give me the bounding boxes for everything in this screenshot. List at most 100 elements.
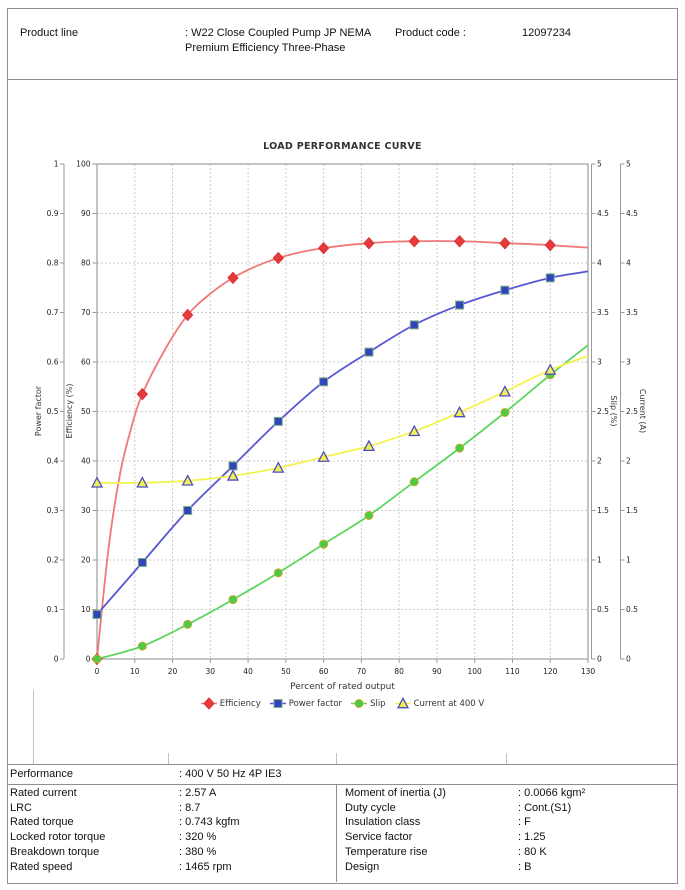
svg-text:80: 80 (81, 259, 91, 268)
svg-text:20: 20 (168, 667, 178, 676)
spec-label: Moment of inertia (J) (345, 787, 446, 799)
spec-value: : 0.743 kgfm (179, 816, 240, 829)
spec-label: LRC (10, 801, 33, 814)
spec-label: Duty cycle (345, 801, 396, 814)
svg-text:0.9: 0.9 (47, 209, 59, 218)
legend-label: Slip (370, 698, 386, 709)
svg-text:100: 100 (76, 160, 91, 169)
legend-item: Efficiency (200, 697, 261, 710)
slip-axis-label: Slip (%) (609, 396, 618, 427)
spec-row: Service factor : 1.25 (345, 830, 675, 845)
spec-row: LRC: 8.7 (10, 801, 335, 816)
header-divider (7, 79, 677, 80)
svg-text:4.5: 4.5 (597, 209, 609, 218)
product-line-value: : W22 Close Coupled Pump JP NEMA Premium… (185, 27, 371, 54)
svg-text:10: 10 (81, 605, 91, 614)
svg-text:0: 0 (54, 655, 59, 664)
triangle-legend-icon (394, 697, 411, 709)
svg-text:5: 5 (626, 160, 631, 169)
power-factor-axis-label: Power factor (34, 385, 43, 436)
svg-text:0.8: 0.8 (47, 259, 59, 268)
svg-text:0: 0 (95, 667, 100, 676)
spec-value: : 380 % (179, 845, 217, 858)
svg-text:3.5: 3.5 (626, 308, 638, 317)
spec-row: Insulation class : F (345, 815, 675, 830)
svg-text:0: 0 (597, 655, 602, 664)
legend-label: Current at 400 V (413, 698, 485, 709)
svg-text:110: 110 (505, 667, 520, 676)
svg-text:60: 60 (81, 358, 91, 367)
svg-text:2.5: 2.5 (626, 407, 638, 416)
spec-row: Rated torque : 0.743 kgfm (10, 815, 335, 830)
spec-columns-divider (336, 785, 337, 882)
performance-label: Performance (10, 768, 73, 780)
spec-row: Duty cycle: Cont.(S1) (345, 801, 675, 816)
svg-text:4: 4 (626, 259, 631, 268)
spacer-cell-divider (168, 753, 169, 764)
svg-text:4.5: 4.5 (626, 209, 638, 218)
spec-label: Insulation class (345, 816, 421, 829)
svg-text:90: 90 (432, 667, 442, 676)
square-legend-icon (269, 699, 286, 708)
svg-text:60: 60 (319, 667, 329, 676)
spec-value: : F (518, 816, 531, 829)
spec-row: Temperature rise : 80 K (345, 845, 675, 860)
legend-item: Slip (351, 697, 386, 710)
load-performance-chart: LOAD PERFORMANCE CURVE Percent of rated … (34, 141, 647, 692)
legend-item: Current at 400 V (394, 697, 485, 710)
performance-value: : 400 V 50 Hz 4P IE3 (179, 768, 282, 780)
svg-text:40: 40 (243, 667, 253, 676)
svg-text:10: 10 (130, 667, 140, 676)
svg-text:0: 0 (626, 655, 631, 664)
spec-row: Locked rotor torque : 320 % (10, 830, 335, 845)
svg-text:100: 100 (468, 667, 483, 676)
svg-text:2: 2 (626, 457, 631, 466)
spec-label: Rated torque (10, 816, 74, 829)
product-code-value: 12097234 (522, 27, 571, 39)
svg-text:120: 120 (543, 667, 558, 676)
svg-text:1: 1 (597, 556, 602, 565)
spacer-cell-divider (506, 753, 507, 764)
svg-text:3: 3 (626, 358, 631, 367)
svg-text:1.5: 1.5 (626, 506, 638, 515)
spec-value: : 1465 rpm (179, 860, 232, 873)
spec-label: Service factor (345, 831, 413, 844)
diamond-legend-icon (200, 697, 217, 710)
spec-row: Breakdown torque: 380 % (10, 845, 335, 860)
spec-label: Temperature rise (345, 845, 428, 858)
svg-text:20: 20 (81, 556, 91, 565)
spec-value: : 320 % (179, 831, 217, 844)
spec-value: : 0.0066 kgm² (518, 787, 586, 799)
svg-text:1: 1 (54, 160, 59, 169)
svg-text:1: 1 (626, 556, 631, 565)
svg-text:1.5: 1.5 (597, 506, 609, 515)
svg-text:50: 50 (81, 407, 91, 416)
svg-text:0: 0 (86, 655, 91, 664)
spec-value: : 80 K (518, 845, 547, 858)
svg-text:4: 4 (597, 259, 602, 268)
legend-label: Power factor (288, 698, 343, 709)
svg-text:0.1: 0.1 (47, 605, 59, 614)
current-axis-label: Current (A) (638, 389, 647, 433)
circle-legend-icon (351, 699, 368, 708)
svg-text:0.2: 0.2 (47, 556, 59, 565)
legend-label: Efficiency (219, 698, 261, 709)
spec-row: Design: B (345, 860, 675, 875)
svg-text:40: 40 (81, 457, 91, 466)
performance-divider (7, 784, 677, 785)
spec-value: : 2.57 A (179, 787, 217, 799)
spec-value: : 1.25 (518, 831, 546, 844)
svg-text:70: 70 (81, 308, 91, 317)
chart-legend: Efficiency Power factor Slip Current at 400… (0, 697, 685, 710)
svg-text:5: 5 (597, 160, 602, 169)
svg-text:0.3: 0.3 (47, 506, 59, 515)
spacer-cell-divider (33, 690, 34, 764)
chart-title: LOAD PERFORMANCE CURVE (263, 141, 422, 152)
page-border (7, 8, 678, 884)
header-section: Product line : W22 Close Coupled Pump JP… (7, 8, 677, 79)
svg-text:50: 50 (281, 667, 291, 676)
x-axis-title: Percent of rated output (290, 682, 395, 692)
svg-text:70: 70 (357, 667, 367, 676)
svg-text:3: 3 (597, 358, 602, 367)
spec-label: Locked rotor torque (10, 831, 106, 844)
